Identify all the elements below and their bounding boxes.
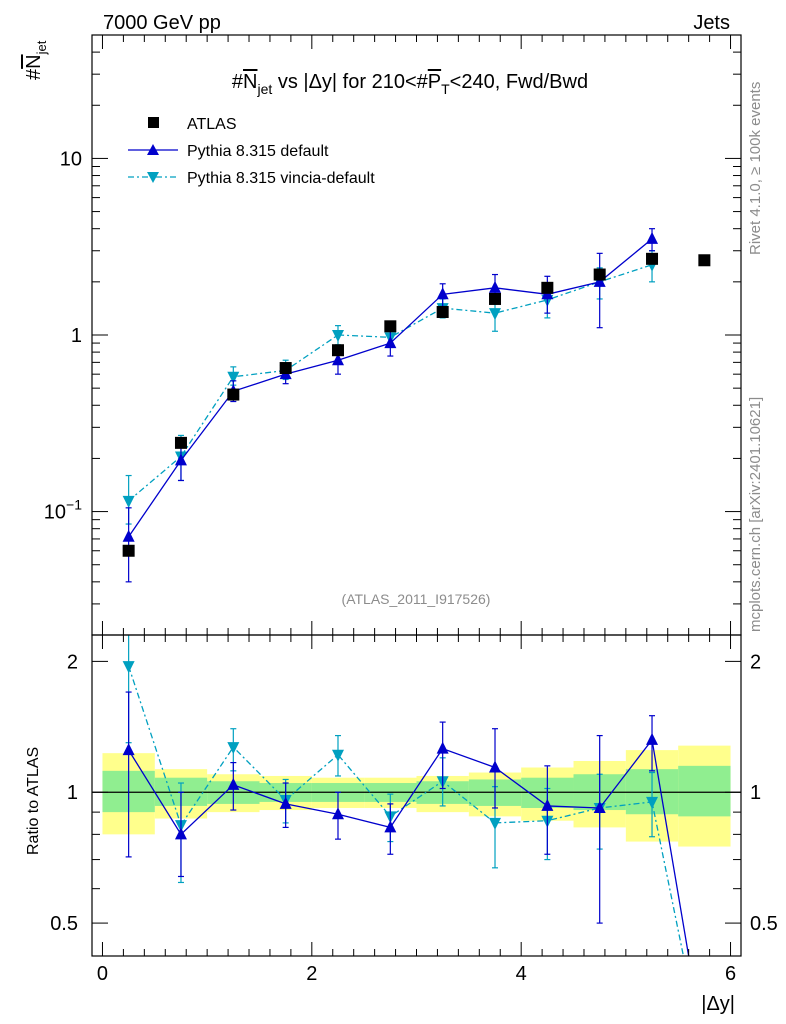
data-point-default bbox=[384, 336, 397, 349]
data-point-default bbox=[174, 453, 187, 466]
data-point-default bbox=[593, 274, 606, 287]
data-point-default bbox=[279, 796, 292, 809]
series-line bbox=[128, 238, 653, 538]
data-point-default bbox=[122, 529, 135, 542]
data-point-atlas bbox=[593, 268, 606, 281]
ratio-plot-area bbox=[122, 635, 690, 956]
ratio-axis-ticks: 0.5 0.5 1 1 2 2 0 2 4 6 bbox=[50, 635, 778, 985]
x-tick-label: 6 bbox=[725, 963, 736, 985]
data-point-default bbox=[227, 777, 240, 790]
data-point-vincia bbox=[489, 308, 502, 321]
data-point-vincia bbox=[227, 371, 240, 384]
ratio-y-tick-label-right: 1 bbox=[750, 782, 761, 804]
data-point-default bbox=[174, 827, 187, 840]
analysis-watermark: (ATLAS_2011_I917526) bbox=[342, 591, 491, 607]
data-point-atlas bbox=[646, 252, 659, 265]
legend-marker-vincia bbox=[147, 172, 159, 183]
data-point-default bbox=[436, 287, 449, 300]
main-ylabel: #Njet bbox=[23, 40, 49, 80]
data-point-vincia bbox=[331, 330, 344, 342]
data-point-vincia bbox=[646, 796, 659, 809]
series-line bbox=[128, 738, 690, 956]
data-point-atlas bbox=[122, 544, 135, 557]
mcplots-reference-text: mcplots.cern.ch [arXiv:2401.10621] bbox=[747, 397, 764, 632]
legend-label-default: Pythia 8.315 default bbox=[187, 143, 329, 160]
x-tick-label: 0 bbox=[97, 963, 108, 985]
data-point-atlas bbox=[384, 320, 397, 333]
legend-label-atlas: ATLAS bbox=[187, 116, 237, 133]
data-point-atlas bbox=[541, 281, 554, 294]
data-point-vincia bbox=[227, 742, 240, 755]
header-right: Jets bbox=[693, 12, 730, 34]
main-plot-area bbox=[122, 228, 711, 583]
ratio-y-tick-label-left: 2 bbox=[67, 651, 78, 673]
y-tick-label: 1 bbox=[71, 325, 82, 347]
legend: ATLAS Pythia 8.315 default Pythia 8.315 … bbox=[128, 116, 375, 187]
data-point-default bbox=[646, 231, 659, 244]
data-point-default bbox=[384, 820, 397, 833]
data-point-default bbox=[646, 732, 659, 745]
rivet-version-text: Rivet 4.1.0, ≥ 100k events bbox=[747, 82, 764, 255]
data-point-atlas bbox=[227, 388, 240, 401]
ratio-y-tick-label-left: 1 bbox=[67, 782, 78, 804]
ratio-y-tick-label-left: 0.5 bbox=[50, 913, 78, 935]
header-left: 7000 GeV pp bbox=[103, 12, 221, 34]
ratio-y-tick-label-right: 2 bbox=[750, 651, 761, 673]
data-point-default bbox=[331, 353, 344, 366]
data-point-vincia bbox=[489, 817, 502, 830]
data-point-atlas bbox=[331, 344, 344, 357]
x-tick-label: 2 bbox=[306, 963, 317, 985]
ratio-bands bbox=[92, 745, 741, 847]
ratio-series-group bbox=[122, 635, 690, 956]
data-point-atlas bbox=[174, 436, 187, 449]
x-tick-label: 4 bbox=[516, 963, 527, 985]
data-point-default bbox=[331, 807, 344, 820]
x-axis-label: |Δy| bbox=[701, 993, 735, 1015]
data-point-atlas bbox=[489, 292, 502, 305]
legend-marker-default bbox=[147, 144, 159, 155]
data-point-vincia bbox=[331, 749, 344, 762]
series-line bbox=[128, 264, 653, 502]
data-point-default bbox=[541, 798, 554, 811]
ratio-panel: 0.5 0.5 1 1 2 2 0 2 4 6 Ratio to ATLAS |Δy| bbox=[25, 634, 778, 1015]
y-tick-label: 10−1 bbox=[44, 497, 82, 524]
data-point-atlas bbox=[436, 305, 449, 318]
data-point-atlas bbox=[698, 254, 711, 267]
uncertainty-band-inner bbox=[678, 765, 731, 817]
data-point-default bbox=[593, 800, 606, 813]
y-tick-label: 10 bbox=[60, 148, 82, 170]
data-point-default bbox=[122, 743, 135, 756]
series-line bbox=[128, 665, 685, 956]
data-point-vincia bbox=[122, 495, 135, 508]
data-point-default bbox=[489, 280, 502, 293]
legend-label-vincia: Pythia 8.315 vincia-default bbox=[187, 170, 375, 187]
data-point-vincia bbox=[122, 661, 135, 674]
ratio-y-tick-label-right: 0.5 bbox=[750, 913, 778, 935]
main-panel: 10−1 1 10 #Njet vs |Δy| for 210<#PT<240, F… bbox=[23, 34, 742, 636]
data-point-default bbox=[436, 741, 449, 754]
data-point-default bbox=[489, 760, 502, 773]
main-axis-ticks: 10−1 1 10 bbox=[44, 34, 741, 636]
ratio-ylabel: Ratio to ATLAS bbox=[25, 747, 42, 855]
data-point-atlas bbox=[279, 362, 292, 375]
legend-marker-atlas bbox=[148, 117, 159, 128]
plot-title: #Njet vs |Δy| for 210<#PT<240, Fwd/Bwd bbox=[232, 71, 588, 97]
